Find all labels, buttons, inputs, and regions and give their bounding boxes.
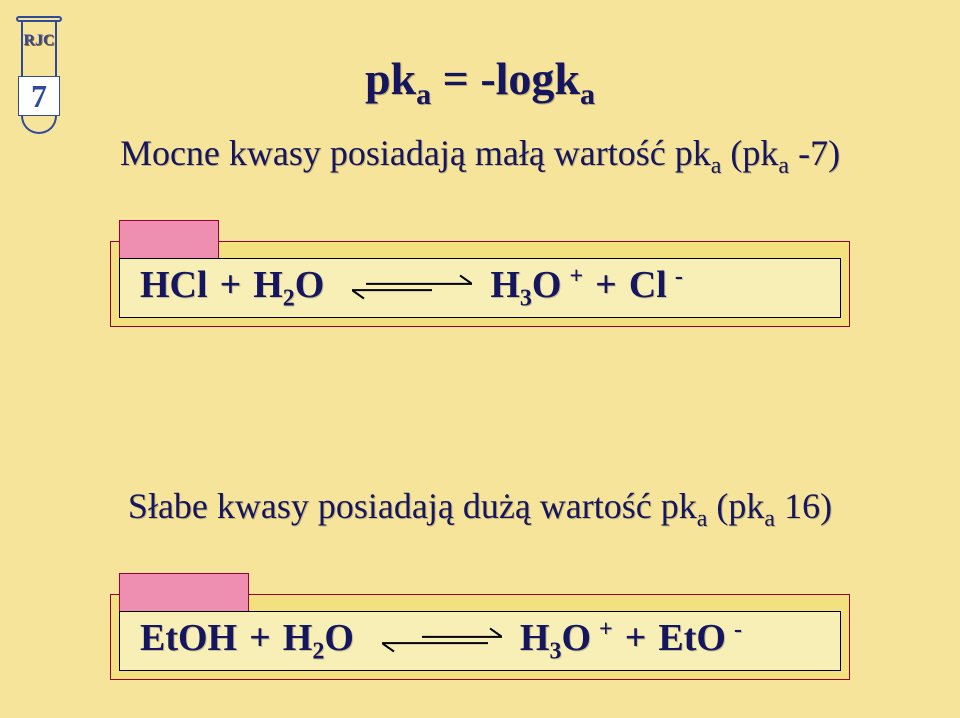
eq1-lhs: HCl+H2O xyxy=(140,263,324,313)
equation-box-hcl: HCl+H2O H3O++Cl- xyxy=(110,241,850,327)
eq2-lhs: EtOH+H2O xyxy=(140,616,354,666)
equation-pink-tab xyxy=(119,220,219,260)
eq2-rhs: H3O++EtO- xyxy=(520,616,742,666)
eq1-rhs: H3O++Cl- xyxy=(490,263,682,313)
equation-etoh: EtOH+H2O H3O++EtO- xyxy=(119,611,841,671)
equilibrium-arrow-icon xyxy=(352,266,472,310)
intro-weak-acids: Słabe kwasy posiadają dużą wartość pka (… xyxy=(0,485,960,533)
heading-op: = - xyxy=(431,53,496,104)
heading-right-sub: a xyxy=(580,78,595,111)
equation-pink-tab xyxy=(119,573,249,613)
slide-heading: pka = -logka xyxy=(0,52,960,112)
heading-right: logk xyxy=(496,53,580,104)
slide-page: RJC 7 pka = -logka Mocne kwasy posiadają… xyxy=(0,0,960,718)
rjc-label: RJC xyxy=(16,32,62,50)
equilibrium-arrow-icon xyxy=(382,619,502,663)
heading-left: pk xyxy=(365,53,416,104)
equation-box-etoh: EtOH+H2O H3O++EtO- xyxy=(110,594,850,680)
test-tube-lip xyxy=(16,16,62,22)
intro-strong-acids: Mocne kwasy posiadają małą wartość pka (… xyxy=(0,132,960,180)
heading-left-sub: a xyxy=(416,78,431,111)
equation-hcl: HCl+H2O H3O++Cl- xyxy=(119,258,841,318)
